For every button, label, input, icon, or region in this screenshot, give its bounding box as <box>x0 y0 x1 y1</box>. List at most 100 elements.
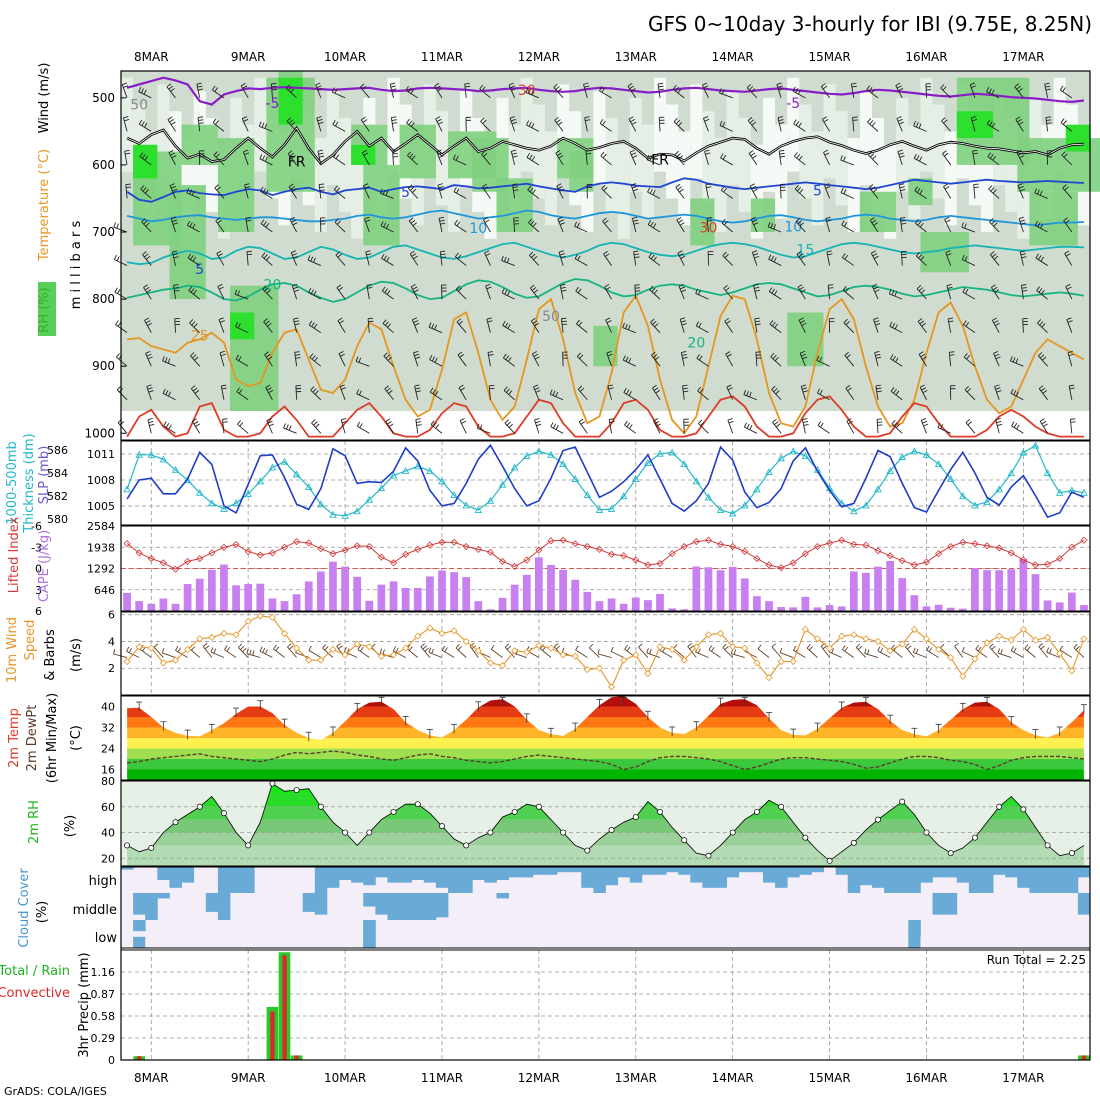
wind-speed-point <box>280 629 289 637</box>
contour-label: FR <box>651 153 669 169</box>
wind-barb <box>167 119 176 132</box>
wind-barb-feather <box>652 384 657 389</box>
wind-barb <box>574 258 588 266</box>
wind-speed-point <box>171 656 180 664</box>
side-label-2m-dewpt: 2m DewPt <box>25 705 40 772</box>
wind-barb-feather <box>153 643 159 648</box>
wind-barb-feather <box>913 121 916 127</box>
wind-barb-feather <box>218 286 224 290</box>
wind-barb <box>676 219 685 233</box>
wind-barb-feather <box>704 149 710 152</box>
wind-barb-feather <box>961 646 965 652</box>
wind-barb <box>357 649 370 658</box>
wind-speed-point <box>717 629 725 637</box>
wind-barb-feather <box>631 152 637 156</box>
wind-barb <box>589 647 600 658</box>
wind-barb-feather <box>721 89 725 95</box>
cloud-cell <box>217 893 231 920</box>
wind-barb <box>139 123 152 132</box>
wind-barb <box>482 186 491 199</box>
wind-barb <box>986 123 1000 132</box>
wind-barb-feather <box>724 317 730 322</box>
precip-tick-label: 0.58 <box>91 1010 116 1023</box>
wind-barb-feather <box>562 323 568 326</box>
wind-barb-feather <box>679 188 684 193</box>
wind-barb-feather <box>169 119 174 123</box>
wind-barb-feather <box>602 120 606 126</box>
cape-tick-label: 1292 <box>87 563 115 576</box>
day-label-bottom: 12MAR <box>518 1071 560 1085</box>
wind-barb-feather <box>357 645 362 650</box>
wind-barb-feather <box>816 388 821 394</box>
cloud-cell <box>847 867 861 893</box>
lifted-index-point <box>305 539 313 547</box>
wind-barb-feather <box>338 645 343 650</box>
wind-barb-feather <box>873 255 879 259</box>
wind-barb <box>1063 220 1073 233</box>
wind-barb-feather <box>457 287 463 292</box>
wind-barb-feather <box>875 384 881 387</box>
wind-barb-feather <box>1038 385 1044 389</box>
wind-barb-feather <box>237 323 241 329</box>
wind-barb-feather <box>650 254 655 260</box>
figure-frame <box>120 70 1091 1061</box>
wind-barb-feather <box>432 422 437 427</box>
wind-barb-feather <box>800 320 806 324</box>
lifted-index-point <box>341 546 349 554</box>
wind-barb-feather <box>333 185 338 190</box>
wind-barb-feather <box>317 118 323 122</box>
wind-barb-feather <box>149 423 155 426</box>
wind-barb-feather <box>536 423 542 427</box>
wind-barb-feather <box>825 216 831 219</box>
wind-barb-feather <box>341 418 347 421</box>
wind-barb <box>262 288 273 300</box>
wind-barb <box>719 92 733 99</box>
wind-speed-point <box>450 627 458 635</box>
wind-barb-feather <box>1017 183 1023 186</box>
wind-barb-feather <box>237 420 242 425</box>
wind-barb-feather <box>750 152 756 157</box>
wind-barb <box>218 319 225 333</box>
lifted-index-point <box>741 547 749 556</box>
wind-barb <box>293 318 298 333</box>
cape-bar <box>183 584 192 611</box>
wind-barb-feather <box>331 87 335 93</box>
wind-barb-feather <box>385 418 391 423</box>
wind-speed-point <box>1080 635 1088 643</box>
wind-barb-feather <box>289 152 295 157</box>
wind-barb-feather <box>172 188 178 192</box>
day-label-top: 9MAR <box>231 50 266 64</box>
wind-barb <box>383 355 394 367</box>
wind-barb <box>610 650 624 658</box>
wind-barb-feather <box>585 150 591 152</box>
thickness-point <box>292 470 301 478</box>
wind-speed-point <box>668 645 676 654</box>
wind-barb-feather <box>262 155 266 161</box>
wind-barb-feather <box>1046 647 1050 653</box>
rh-point <box>778 803 785 810</box>
cloud-cell <box>1017 867 1030 888</box>
wind-barb-feather <box>893 421 898 427</box>
wind-barb-feather <box>529 284 535 289</box>
cloud-cell <box>544 867 558 875</box>
wind-barb-feather <box>682 384 688 387</box>
wind-barb-feather <box>559 188 565 192</box>
wind-barb-feather <box>285 84 290 89</box>
cloud-cell <box>351 867 364 883</box>
wind-barb-feather <box>380 221 384 227</box>
wind-speed-point <box>922 635 931 643</box>
wind-barb <box>116 356 128 367</box>
wind-speed-point <box>208 633 216 642</box>
wind-barb-feather <box>803 423 809 426</box>
cape-bar <box>329 561 337 611</box>
wind-barb-feather <box>748 150 754 154</box>
side-label-2m-temp: 2m Temp <box>7 708 22 768</box>
wind-barb <box>600 155 612 166</box>
wind-barb-feather <box>871 219 877 224</box>
wind-barb-feather <box>242 116 247 120</box>
wind-barb-feather <box>316 85 322 89</box>
wind-barb <box>1034 192 1048 199</box>
wind-barb-feather <box>922 356 927 360</box>
wind-barb-feather <box>776 82 782 85</box>
wind-barb-feather <box>705 183 711 186</box>
